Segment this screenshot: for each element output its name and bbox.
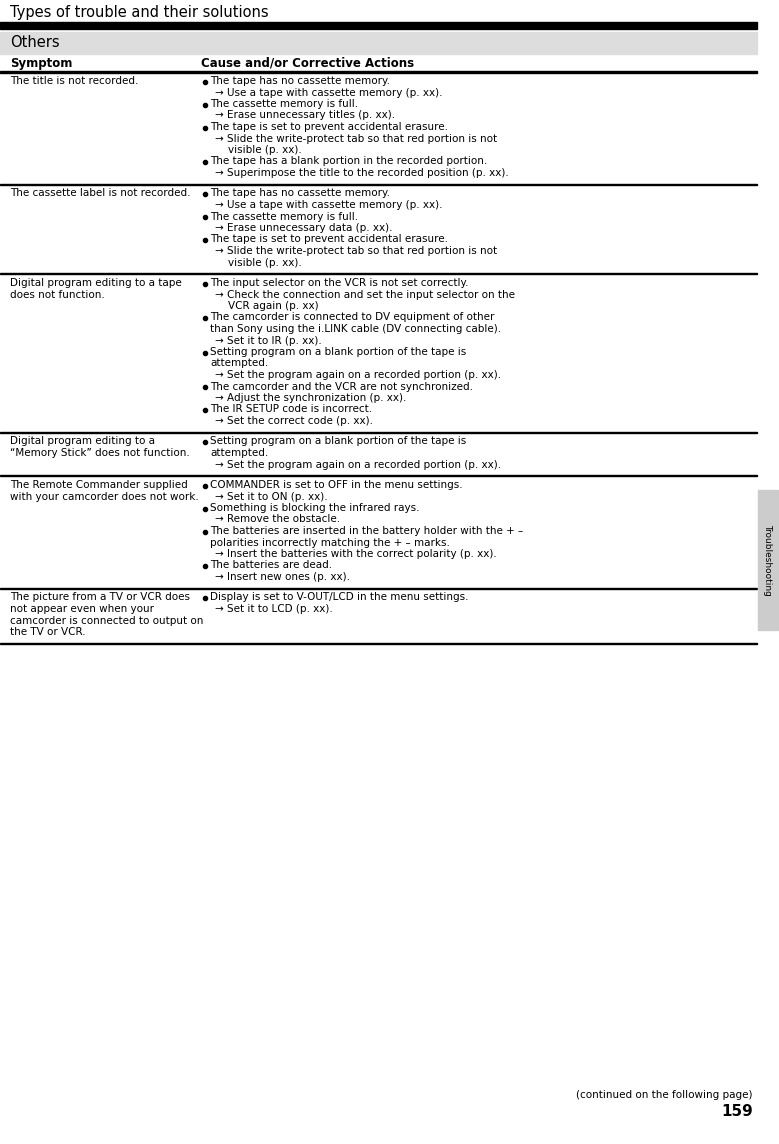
Text: with your camcorder does not work.: with your camcorder does not work. (10, 492, 199, 501)
Text: COMMANDER is set to OFF in the menu settings.: COMMANDER is set to OFF in the menu sett… (210, 480, 463, 490)
Text: Setting program on a blank portion of the tape is: Setting program on a blank portion of th… (210, 347, 467, 357)
Text: → Insert new ones (p. xx).: → Insert new ones (p. xx). (215, 572, 350, 582)
Text: → Set it to LCD (p. xx).: → Set it to LCD (p. xx). (215, 604, 333, 614)
Text: → Set it to ON (p. xx).: → Set it to ON (p. xx). (215, 492, 328, 501)
Text: The cassette memory is full.: The cassette memory is full. (210, 212, 358, 222)
Text: not appear even when your: not appear even when your (10, 604, 154, 614)
Text: than Sony using the i.LINK cable (DV connecting cable).: than Sony using the i.LINK cable (DV con… (210, 324, 501, 334)
Text: The input selector on the VCR is not set correctly.: The input selector on the VCR is not set… (210, 278, 468, 288)
Text: → Adjust the synchronization (p. xx).: → Adjust the synchronization (p. xx). (215, 394, 407, 403)
Text: visible (p. xx).: visible (p. xx). (215, 257, 301, 268)
Text: Symptom: Symptom (10, 57, 72, 70)
Text: → Erase unnecessary data (p. xx).: → Erase unnecessary data (p. xx). (215, 223, 393, 233)
Text: 159: 159 (721, 1104, 753, 1119)
Text: The tape is set to prevent accidental erasure.: The tape is set to prevent accidental er… (210, 235, 448, 245)
Text: → Superimpose the title to the recorded position (p. xx).: → Superimpose the title to the recorded … (215, 168, 509, 178)
Text: → Erase unnecessary titles (p. xx).: → Erase unnecessary titles (p. xx). (215, 111, 395, 120)
Text: The cassette memory is full.: The cassette memory is full. (210, 100, 358, 109)
Text: The batteries are dead.: The batteries are dead. (210, 561, 332, 571)
Bar (758, 490, 778, 630)
Text: the TV or VCR.: the TV or VCR. (10, 627, 86, 637)
Bar (0, 22, 757, 29)
Text: Setting program on a blank portion of the tape is: Setting program on a blank portion of th… (210, 437, 467, 446)
Bar (0, 71, 757, 72)
Text: attempted.: attempted. (210, 358, 268, 368)
Text: The batteries are inserted in the battery holder with the + –: The batteries are inserted in the batter… (210, 526, 523, 537)
Text: does not function.: does not function. (10, 289, 104, 300)
Text: The tape is set to prevent accidental erasure.: The tape is set to prevent accidental er… (210, 122, 448, 132)
Text: visible (p. xx).: visible (p. xx). (215, 145, 301, 154)
Text: → Check the connection and set the input selector on the: → Check the connection and set the input… (215, 289, 515, 300)
Text: Digital program editing to a tape: Digital program editing to a tape (10, 278, 182, 288)
Text: Others: Others (10, 35, 60, 50)
Text: → Remove the obstacle.: → Remove the obstacle. (215, 515, 340, 524)
Text: → Slide the write-protect tab so that red portion is not: → Slide the write-protect tab so that re… (215, 246, 497, 256)
Text: → Use a tape with cassette memory (p. xx).: → Use a tape with cassette memory (p. xx… (215, 200, 442, 210)
Text: → Set it to IR (p. xx).: → Set it to IR (p. xx). (215, 335, 322, 345)
Text: Cause and/or Corrective Actions: Cause and/or Corrective Actions (201, 57, 414, 70)
Text: attempted.: attempted. (210, 448, 268, 458)
Text: camcorder is connected to output on: camcorder is connected to output on (10, 615, 203, 626)
Text: Types of trouble and their solutions: Types of trouble and their solutions (10, 5, 269, 19)
Text: Display is set to V-OUT/LCD in the menu settings.: Display is set to V-OUT/LCD in the menu … (210, 593, 468, 603)
Text: The tape has no cassette memory.: The tape has no cassette memory. (210, 189, 390, 199)
Text: polarities incorrectly matching the + – marks.: polarities incorrectly matching the + – … (210, 538, 450, 548)
Text: The title is not recorded.: The title is not recorded. (10, 76, 139, 86)
Text: The tape has a blank portion in the recorded portion.: The tape has a blank portion in the reco… (210, 157, 487, 167)
Text: The picture from a TV or VCR does: The picture from a TV or VCR does (10, 593, 190, 603)
Text: → Set the correct code (p. xx).: → Set the correct code (p. xx). (215, 416, 373, 426)
Text: The IR SETUP code is incorrect.: The IR SETUP code is incorrect. (210, 405, 372, 414)
Text: Troubleshooting: Troubleshooting (763, 524, 773, 596)
Text: VCR again (p. xx): VCR again (p. xx) (215, 301, 319, 311)
Text: The tape has no cassette memory.: The tape has no cassette memory. (210, 76, 390, 86)
Text: → Set the program again on a recorded portion (p. xx).: → Set the program again on a recorded po… (215, 370, 501, 380)
Text: (continued on the following page): (continued on the following page) (576, 1090, 753, 1101)
Text: → Use a tape with cassette memory (p. xx).: → Use a tape with cassette memory (p. xx… (215, 87, 442, 97)
Text: The cassette label is not recorded.: The cassette label is not recorded. (10, 189, 191, 199)
Bar (0, 32, 757, 54)
Text: → Slide the write-protect tab so that red portion is not: → Slide the write-protect tab so that re… (215, 134, 497, 143)
Text: Something is blocking the infrared rays.: Something is blocking the infrared rays. (210, 503, 420, 513)
Text: → Insert the batteries with the correct polarity (p. xx).: → Insert the batteries with the correct … (215, 549, 497, 559)
Text: Digital program editing to a: Digital program editing to a (10, 437, 155, 446)
Text: “Memory Stick” does not function.: “Memory Stick” does not function. (10, 448, 190, 458)
Text: The camcorder and the VCR are not synchronized.: The camcorder and the VCR are not synchr… (210, 381, 473, 391)
Text: The Remote Commander supplied: The Remote Commander supplied (10, 480, 188, 490)
Text: The camcorder is connected to DV equipment of other: The camcorder is connected to DV equipme… (210, 312, 495, 323)
Text: → Set the program again on a recorded portion (p. xx).: → Set the program again on a recorded po… (215, 460, 501, 469)
